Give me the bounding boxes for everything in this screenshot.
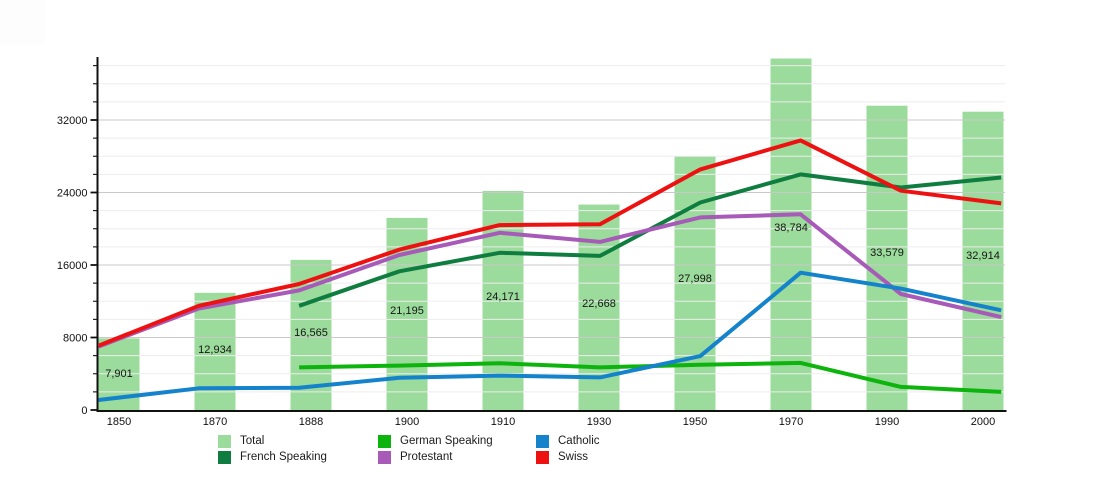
bar-value-label: 32,914 <box>966 250 1000 262</box>
corner-artifact <box>0 0 45 45</box>
bar-2000 <box>962 111 1004 411</box>
legend-label: German Speaking <box>400 435 493 447</box>
legend-label: Catholic <box>558 435 600 447</box>
bar-value-label: 21,195 <box>390 305 424 317</box>
legend-item-protestant: Protestant <box>378 450 452 464</box>
legend-item-catholic: Catholic <box>536 434 600 448</box>
legend-item-german-speaking: German Speaking <box>378 434 493 448</box>
x-tick-label: 1870 <box>203 416 227 428</box>
x-tick-label: 2000 <box>971 416 995 428</box>
bar-1870 <box>194 292 236 410</box>
catholic-swatch <box>536 434 549 448</box>
total-swatch <box>218 434 231 448</box>
bar-value-labels: 7,901 12,934 16,565 21,195 24,171 22,668 27,99… <box>105 222 1000 380</box>
bar-value-label: 22,668 <box>582 298 616 310</box>
y-tick-label: 0 <box>81 405 87 417</box>
swiss-swatch <box>536 450 549 464</box>
y-tick-label: 24000 <box>57 188 88 200</box>
bar-value-label: 27,998 <box>678 273 712 285</box>
line-protestant <box>97 212 1002 349</box>
legend-label: Protestant <box>400 451 453 463</box>
axes <box>90 57 1007 412</box>
legend-item-swiss: Swiss <box>536 450 588 464</box>
legend-item-total: Total <box>218 434 264 448</box>
y-tick-label: 32000 <box>57 115 88 127</box>
bar-value-label: 12,934 <box>198 344 232 356</box>
x-tick-label: 1900 <box>395 416 419 428</box>
total-bars <box>98 58 1004 411</box>
y-tick-label: 8000 <box>63 333 87 345</box>
x-tick-label: 1910 <box>491 416 515 428</box>
legend-label: Swiss <box>558 451 589 463</box>
y-tick-label: 16000 <box>57 260 88 272</box>
x-axis-labels: 1850 1870 1888 1900 1910 1930 1950 1970 1990 2000 <box>107 416 995 428</box>
protestant-swatch <box>378 450 391 464</box>
bar-value-label: 24,171 <box>486 291 520 303</box>
french-speaking-swatch <box>218 450 231 464</box>
line-swiss <box>97 138 1002 348</box>
bar-1970 <box>770 58 812 411</box>
y-axis-labels: 0 8000 16000 24000 32000 <box>57 115 88 417</box>
line-catholic <box>98 270 1002 402</box>
bar-value-label: 7,901 <box>105 368 133 380</box>
legend-label: Total <box>240 435 265 447</box>
bar-value-label: 38,784 <box>774 222 808 234</box>
legend-item-french-speaking: French Speaking <box>218 450 327 464</box>
x-tick-label: 1888 <box>299 416 323 428</box>
gridlines <box>97 65 1005 393</box>
x-tick-label: 1990 <box>875 416 899 428</box>
x-tick-label: 1950 <box>683 416 707 428</box>
bar-value-label: 16,565 <box>294 327 328 339</box>
legend-label: French Speaking <box>240 451 327 463</box>
german-speaking-swatch <box>378 434 391 448</box>
bar-value-label: 33,579 <box>870 247 904 259</box>
x-tick-label: 1850 <box>107 416 131 428</box>
x-tick-label: 1970 <box>779 416 803 428</box>
x-tick-label: 1930 <box>587 416 611 428</box>
